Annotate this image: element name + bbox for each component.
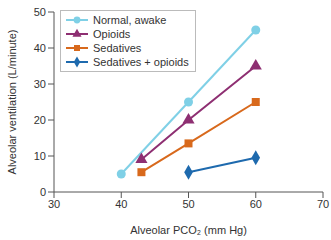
html-text:Normal, awake: Normal, awake xyxy=(93,14,167,26)
svg-text:30: 30 xyxy=(34,78,46,90)
svg-text:40: 40 xyxy=(115,198,127,210)
svg-text:70: 70 xyxy=(317,198,323,210)
svg-text:40: 40 xyxy=(34,42,46,54)
svg-text:Alveolar ventilation (L/minute: Alveolar ventilation (L/minute) xyxy=(8,30,18,175)
svg-text:20: 20 xyxy=(34,114,46,126)
html-text:Opioids: Opioids xyxy=(93,28,131,40)
svg-text:10: 10 xyxy=(34,150,46,162)
svg-text:Alveolar PCO₂ (mm Hg): Alveolar PCO₂ (mm Hg) xyxy=(130,224,247,236)
html-text:Sedatives: Sedatives xyxy=(93,42,142,54)
svg-text:50: 50 xyxy=(182,198,194,210)
svg-text:0: 0 xyxy=(40,186,46,198)
svg-text:30: 30 xyxy=(48,198,60,210)
html-text:Sedatives + opioids: Sedatives + opioids xyxy=(93,56,189,68)
svg-text:50: 50 xyxy=(34,6,46,18)
svg-text:60: 60 xyxy=(250,198,262,210)
